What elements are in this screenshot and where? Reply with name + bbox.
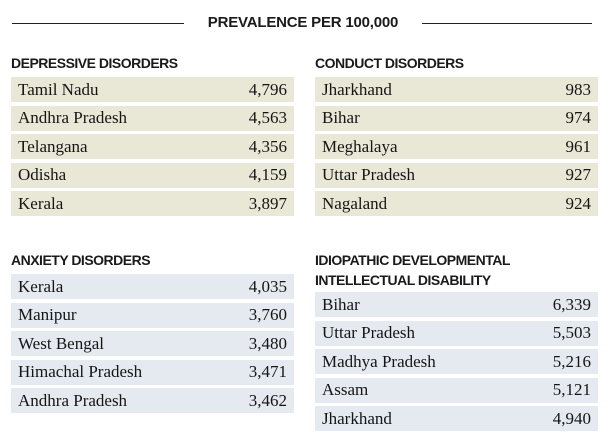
anxiety-disorders-section: ANXIETY DISORDERS Kerala 4,035 Manipur 3… bbox=[11, 250, 294, 417]
state-name: Bihar bbox=[322, 294, 360, 314]
prevalence-value: 983 bbox=[565, 79, 592, 99]
state-name: Bihar bbox=[322, 108, 360, 127]
table-row: Jharkhand 983 bbox=[315, 77, 598, 102]
prevalence-value: 4,035 bbox=[248, 276, 287, 296]
state-name: Meghalaya bbox=[322, 136, 398, 156]
table-row: Andhra Pradesh 4,563 bbox=[11, 105, 294, 131]
section-title: IDIOPATHIC DEVELOPMENTAL INTELLECTUAL DI… bbox=[315, 250, 598, 290]
table-row: Madhya Pradesh 5,216 bbox=[315, 349, 598, 374]
prevalence-value: 924 bbox=[565, 193, 592, 213]
table-row: Kerala 4,035 bbox=[11, 274, 294, 299]
page-header: PREVALENCE PER 100,000 bbox=[0, 0, 610, 48]
table-row: Odisha 4,159 bbox=[11, 162, 294, 188]
state-name: Kerala bbox=[18, 193, 64, 213]
state-name: Kerala bbox=[18, 276, 64, 296]
prevalence-value: 4,563 bbox=[248, 108, 287, 127]
prevalence-value: 5,121 bbox=[552, 380, 591, 399]
prevalence-value: 4,159 bbox=[248, 165, 287, 184]
table-row: Uttar Pradesh 927 bbox=[315, 162, 598, 188]
prevalence-value: 3,480 bbox=[248, 333, 287, 353]
state-name: Andhra Pradesh bbox=[18, 390, 128, 410]
table-row: Bihar 974 bbox=[315, 105, 598, 131]
table-row: Manipur 3,760 bbox=[11, 302, 294, 328]
table-row: Bihar 6,339 bbox=[315, 292, 598, 317]
prevalence-value: 3,760 bbox=[248, 305, 287, 324]
state-name: Odisha bbox=[18, 165, 67, 184]
depressive-disorders-section: DEPRESSIVE DISORDERS Tamil Nadu 4,796 An… bbox=[11, 53, 294, 220]
section-title-line: INTELLECTUAL DISABILITY bbox=[315, 272, 491, 288]
state-name: West Bengal bbox=[18, 333, 104, 353]
prevalence-value: 974 bbox=[565, 108, 592, 127]
prevalence-value: 3,471 bbox=[248, 362, 287, 381]
table-row: Jharkhand 4,940 bbox=[315, 406, 598, 431]
table-row: Uttar Pradesh 5,503 bbox=[315, 320, 598, 346]
prevalence-value: 4,356 bbox=[248, 136, 287, 156]
table-row: Tamil Nadu 4,796 bbox=[11, 77, 294, 102]
page-title: PREVALENCE PER 100,000 bbox=[207, 14, 399, 31]
table-row: Meghalaya 961 bbox=[315, 134, 598, 159]
table-row: Telangana 4,356 bbox=[11, 134, 294, 159]
state-name: Nagaland bbox=[322, 193, 388, 213]
prevalence-value: 6,339 bbox=[552, 294, 591, 314]
prevalence-value: 5,503 bbox=[552, 323, 591, 342]
prevalence-value: 4,940 bbox=[552, 408, 591, 428]
state-name: Manipur bbox=[18, 305, 77, 324]
state-name: Jharkhand bbox=[322, 79, 392, 99]
state-name: Assam bbox=[322, 380, 369, 399]
state-name: Telangana bbox=[18, 136, 88, 156]
state-name: Madhya Pradesh bbox=[322, 351, 436, 371]
table-row: Himachal Pradesh 3,471 bbox=[11, 359, 294, 385]
table-row: Kerala 3,897 bbox=[11, 191, 294, 216]
table-row: Andhra Pradesh 3,462 bbox=[11, 388, 294, 413]
intellectual-disability-section: IDIOPATHIC DEVELOPMENTAL INTELLECTUAL DI… bbox=[315, 250, 598, 435]
table-row: Assam 5,121 bbox=[315, 377, 598, 403]
section-title: ANXIETY DISORDERS bbox=[11, 252, 151, 268]
table-row: Nagaland 924 bbox=[315, 191, 598, 216]
prevalence-value: 4,796 bbox=[248, 79, 287, 99]
section-title: DEPRESSIVE DISORDERS bbox=[11, 55, 178, 71]
state-name: Uttar Pradesh bbox=[322, 323, 416, 342]
prevalence-value: 927 bbox=[565, 165, 592, 184]
state-name: Uttar Pradesh bbox=[322, 165, 416, 184]
state-name: Tamil Nadu bbox=[18, 79, 99, 99]
section-title-line: IDIOPATHIC DEVELOPMENTAL bbox=[315, 252, 510, 268]
header-rule-right bbox=[422, 23, 592, 24]
prevalence-value: 3,897 bbox=[248, 193, 287, 213]
state-name: Himachal Pradesh bbox=[18, 362, 143, 381]
prevalence-value: 3,462 bbox=[248, 390, 287, 410]
table-row: West Bengal 3,480 bbox=[11, 331, 294, 356]
prevalence-value: 961 bbox=[565, 136, 592, 156]
state-name: Jharkhand bbox=[322, 408, 392, 428]
section-title: CONDUCT DISORDERS bbox=[315, 55, 464, 71]
conduct-disorders-section: CONDUCT DISORDERS Jharkhand 983 Bihar 97… bbox=[315, 53, 598, 220]
state-name: Andhra Pradesh bbox=[18, 108, 128, 127]
header-rule-left bbox=[12, 23, 184, 24]
prevalence-value: 5,216 bbox=[552, 351, 591, 371]
